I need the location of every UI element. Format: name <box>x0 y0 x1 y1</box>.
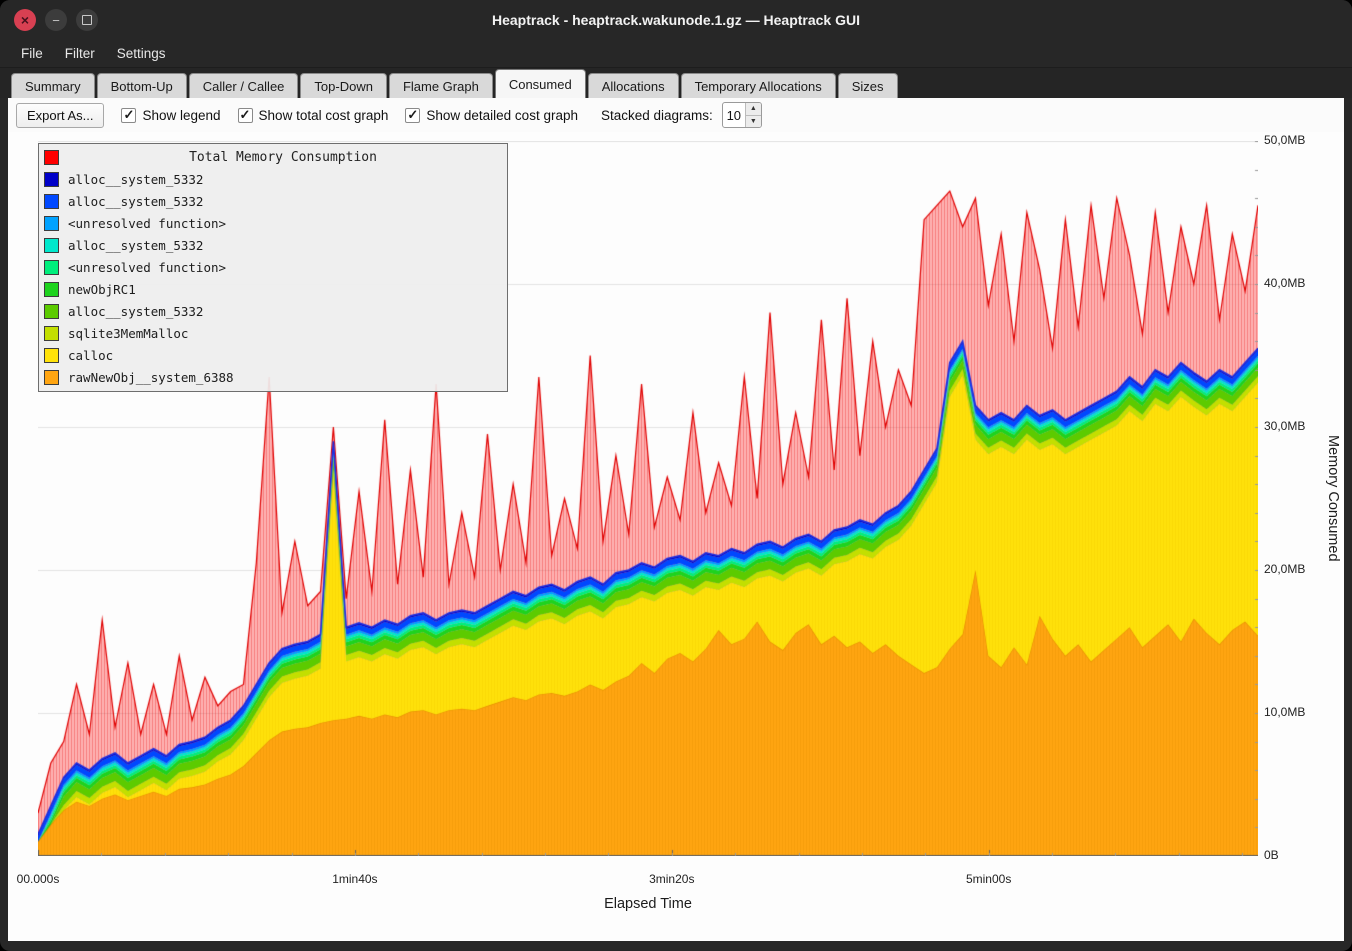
legend-item-label: rawNewObj__system_6388 <box>68 369 234 385</box>
x-axis-title: Elapsed Time <box>604 896 692 912</box>
y-tick-label: 20,0MB <box>1264 562 1306 576</box>
legend-item: alloc__system_5332 <box>39 300 507 322</box>
stacked-diagrams-value: 10 <box>726 107 742 123</box>
y-tick-label: 0B <box>1264 848 1279 862</box>
legend-item: alloc__system_5332 <box>39 234 507 256</box>
show-detailed-cost-option: Show detailed cost graph <box>405 107 578 123</box>
menubar: File Filter Settings <box>0 40 1352 68</box>
spinner-down-icon[interactable]: ▼ <box>745 115 761 127</box>
tab-flame-graph[interactable]: Flame Graph <box>388 73 493 98</box>
y-axis-title: Memory Consumed <box>1325 435 1341 562</box>
show-total-cost-label: Show total cost graph <box>258 107 389 123</box>
tab-bar: Summary Bottom-Up Caller / Callee Top-Do… <box>0 68 1352 98</box>
show-total-cost-checkbox[interactable] <box>237 107 253 123</box>
legend-item-label: alloc__system_5332 <box>68 237 204 253</box>
show-legend-checkbox[interactable] <box>121 107 137 123</box>
minimize-button[interactable]: − <box>45 9 67 31</box>
toolbar: Export As... Show legend Show total cost… <box>8 98 1344 132</box>
x-axis-labels: 00.000s 1min40s 3min20s 5min00s <box>8 872 1344 890</box>
legend-item: sqlite3MemMalloc <box>39 322 507 344</box>
legend-item: alloc__system_5332 <box>39 168 507 190</box>
y-tick-label: 10,0MB <box>1264 705 1306 719</box>
show-total-cost-option: Show total cost graph <box>237 107 389 123</box>
tab-allocations[interactable]: Allocations <box>587 73 679 98</box>
legend-color-swatch <box>44 281 59 297</box>
legend-color-swatch <box>44 369 59 385</box>
legend-item: <unresolved function> <box>39 212 507 234</box>
y-tick-label: 40,0MB <box>1264 276 1306 290</box>
legend-title-row: Total Memory Consumption <box>39 146 507 168</box>
y-axis-labels: 0B 10,0MB 20,0MB 30,0MB 40,0MB 50,0MB <box>1264 132 1320 865</box>
show-legend-option: Show legend <box>121 107 221 123</box>
menu-file[interactable]: File <box>21 46 43 61</box>
maximize-icon <box>82 15 92 25</box>
legend-color-swatch <box>44 347 59 363</box>
show-detailed-cost-label: Show detailed cost graph <box>426 107 578 123</box>
x-tick-label: 1min40s <box>332 872 378 886</box>
legend-item: newObjRC1 <box>39 278 507 300</box>
show-detailed-cost-checkbox[interactable] <box>405 107 421 123</box>
maximize-button[interactable] <box>76 9 98 31</box>
tab-summary[interactable]: Summary <box>11 73 95 98</box>
x-tick-label: 5min00s <box>965 872 1012 886</box>
show-legend-label: Show legend <box>142 107 221 123</box>
legend-item: rawNewObj__system_6388 <box>39 366 507 388</box>
legend-color-swatch <box>44 149 59 165</box>
stacked-diagrams-spinner[interactable]: 10 ▲ ▼ <box>721 102 762 128</box>
spinner-up-icon[interactable]: ▲ <box>745 103 761 116</box>
legend-item-label: alloc__system_5332 <box>68 303 204 319</box>
legend-title: Total Memory Consumption <box>189 149 377 165</box>
export-as-button[interactable]: Export As... <box>16 102 105 128</box>
tab-sizes[interactable]: Sizes <box>837 73 898 98</box>
legend-item-label: alloc__system_5332 <box>68 193 204 209</box>
menu-filter[interactable]: Filter <box>64 46 95 61</box>
legend-item: alloc__system_5332 <box>39 190 507 212</box>
tab-temporary-allocations[interactable]: Temporary Allocations <box>680 73 836 98</box>
memory-chart: Total Memory Consumption alloc__system_5… <box>8 132 1344 941</box>
legend-item-label: <unresolved function> <box>68 215 227 231</box>
legend-color-swatch <box>44 171 59 187</box>
y-tick-label: 50,0MB <box>1264 133 1306 147</box>
tab-caller-callee[interactable]: Caller / Callee <box>188 73 299 98</box>
legend-item-label: alloc__system_5332 <box>68 171 204 187</box>
legend-color-swatch <box>44 325 59 341</box>
chart-legend: Total Memory Consumption alloc__system_5… <box>38 143 508 392</box>
legend-color-swatch <box>44 303 59 319</box>
legend-color-swatch <box>44 237 59 253</box>
legend-item-label: <unresolved function> <box>68 259 227 275</box>
y-tick-label: 30,0MB <box>1264 419 1306 433</box>
tab-bottom-up[interactable]: Bottom-Up <box>96 73 187 98</box>
tab-consumed[interactable]: Consumed <box>494 69 586 98</box>
legend-item-label: sqlite3MemMalloc <box>68 325 189 341</box>
window-controls: × − <box>14 9 98 31</box>
stacked-diagrams-label: Stacked diagrams: <box>600 107 713 123</box>
menu-settings[interactable]: Settings <box>116 46 166 61</box>
legend-item-label: newObjRC1 <box>68 281 136 297</box>
legend-item: <unresolved function> <box>39 256 507 278</box>
legend-item-label: calloc <box>68 347 114 363</box>
x-tick-label: 3min20s <box>649 872 695 886</box>
titlebar[interactable]: × − Heaptrack - heaptrack.wakunode.1.gz … <box>0 0 1352 40</box>
x-tick-label: 00.000s <box>16 872 60 886</box>
app-content: Export As... Show legend Show total cost… <box>8 98 1344 941</box>
window-title: Heaptrack - heaptrack.wakunode.1.gz — He… <box>491 12 860 28</box>
legend-color-swatch <box>44 259 59 275</box>
legend-color-swatch <box>44 193 59 209</box>
legend-item: calloc <box>39 344 507 366</box>
tab-top-down[interactable]: Top-Down <box>300 73 387 98</box>
close-button[interactable]: × <box>14 9 36 31</box>
legend-color-swatch <box>44 215 59 231</box>
